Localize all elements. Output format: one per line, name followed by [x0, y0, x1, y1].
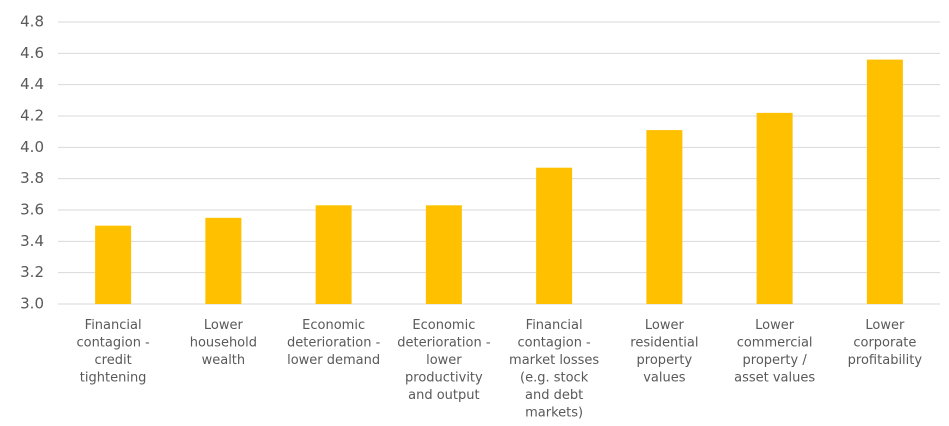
bar — [536, 167, 573, 304]
y-tick-label: 3.8 — [20, 169, 44, 187]
y-tick-label: 4.0 — [20, 138, 44, 156]
y-tick-label: 4.8 — [20, 13, 44, 31]
x-tick-label: Economic deterioration -lower productivity… — [397, 318, 491, 403]
bar — [95, 225, 132, 304]
y-tick-label: 4.2 — [20, 107, 44, 125]
bar — [205, 217, 242, 304]
bar — [425, 205, 462, 304]
x-tick-label: Lower commercial property / asset values — [734, 318, 815, 386]
x-tick-label: Financial contagion -market losses (e.g. s… — [509, 318, 599, 421]
x-tick-label: Lower residential property values — [630, 318, 698, 386]
y-tick-label: 3.0 — [20, 295, 44, 313]
x-tick-label: Financial contagion -credit tightening — [76, 318, 150, 386]
y-tick-label: 4.4 — [20, 75, 44, 93]
x-tick-label: Economic deterioration -lower demand — [287, 318, 381, 368]
x-tick-label: Lower corporate profitability — [848, 318, 923, 368]
bar — [866, 59, 903, 304]
bar — [315, 205, 352, 304]
y-tick-label: 4.6 — [20, 44, 44, 62]
y-tick-label: 3.2 — [20, 263, 44, 281]
y-tick-label: 3.4 — [20, 232, 44, 250]
bar — [756, 112, 793, 304]
x-tick-label: Lower household wealth — [190, 318, 257, 368]
y-tick-label: 3.6 — [20, 201, 44, 219]
bar — [646, 130, 683, 304]
